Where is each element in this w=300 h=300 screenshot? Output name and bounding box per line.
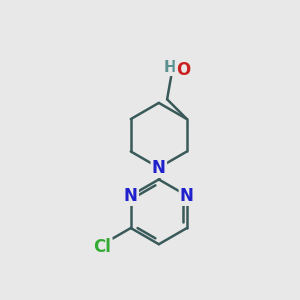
Text: O: O [176, 61, 190, 79]
Text: Cl: Cl [93, 238, 111, 256]
Text: H: H [164, 60, 177, 75]
Text: N: N [124, 187, 138, 205]
Text: N: N [180, 187, 194, 205]
Text: N: N [152, 159, 166, 177]
